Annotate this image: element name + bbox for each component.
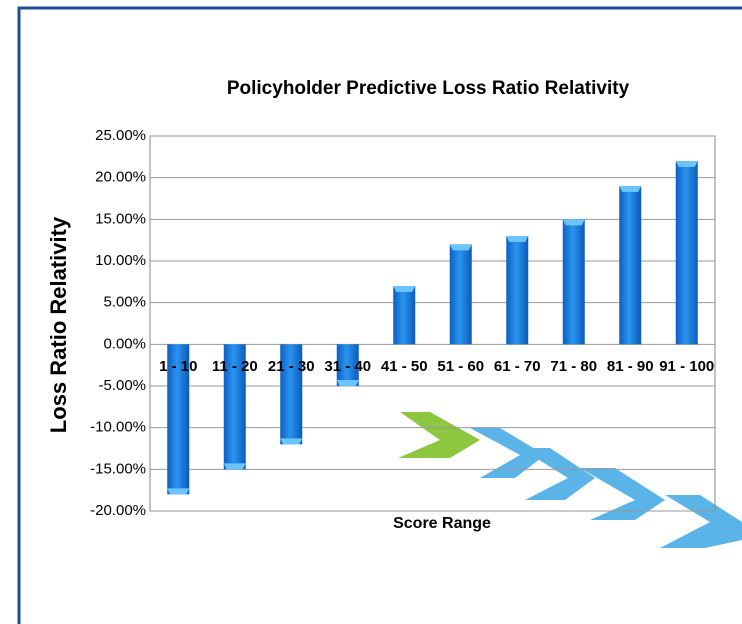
bar <box>223 344 246 470</box>
y-tick-label: -10.00% <box>90 419 146 436</box>
x-tick-label: 61 - 70 <box>493 358 541 376</box>
x-tick-wrap: 61 - 70 <box>493 358 541 376</box>
y-tick-label: -15.00% <box>90 460 146 477</box>
x-tick-label: 91 - 100 <box>659 358 715 376</box>
x-tick-wrap: 91 - 100 <box>659 358 715 376</box>
bar-cap <box>393 286 416 292</box>
x-tick-wrap: 31 - 40 <box>324 358 372 376</box>
x-tick-label: 51 - 60 <box>437 358 485 376</box>
chart-title: Policyholder Predictive Loss Ratio Relat… <box>227 78 630 99</box>
y-tick-label: -20.00% <box>90 502 146 519</box>
y-tick-label: 25.00% <box>95 127 146 144</box>
x-tick-wrap: 41 - 50 <box>380 358 428 376</box>
bar <box>336 344 359 386</box>
y-tick-label: 10.00% <box>95 252 146 269</box>
y-axis-label: Loss Ratio Relativity <box>46 216 71 433</box>
bar <box>393 286 416 345</box>
x-tick-label: 31 - 40 <box>324 358 372 376</box>
y-tick-label: -5.00% <box>98 377 146 394</box>
bar <box>449 244 472 345</box>
bar-cap <box>280 438 303 445</box>
bar-cap <box>223 463 246 470</box>
x-tick-label: 1 - 10 <box>159 358 198 376</box>
y-tick-label: 0.00% <box>103 335 146 352</box>
bar <box>675 161 698 345</box>
y-tick-label: 5.00% <box>103 294 146 311</box>
x-tick-label: 21 - 30 <box>267 358 315 376</box>
y-tick-label: 20.00% <box>95 169 146 186</box>
bar-cap <box>449 244 472 251</box>
bar <box>280 344 303 445</box>
bar-cap <box>562 219 585 226</box>
x-tick-label: 71 - 80 <box>550 358 598 376</box>
bar-cap <box>675 161 698 167</box>
bar <box>562 219 585 345</box>
x-tick-wrap: 21 - 30 <box>267 358 315 376</box>
x-tick-label: 11 - 20 <box>211 358 258 376</box>
x-tick-wrap: 1 - 10 <box>159 358 198 376</box>
bar-cap <box>506 236 529 242</box>
bar-cap <box>336 380 359 386</box>
bar <box>506 236 529 345</box>
bar-cap <box>619 186 642 192</box>
bar <box>619 186 642 345</box>
y-tick-label: 15.00% <box>95 210 146 227</box>
x-tick-wrap: 81 - 90 <box>606 358 654 376</box>
x-tick-wrap: 51 - 60 <box>437 358 485 376</box>
x-tick-label: 81 - 90 <box>606 358 654 376</box>
x-tick-wrap: 71 - 80 <box>550 358 598 376</box>
bar <box>167 344 190 495</box>
decoration <box>398 412 742 548</box>
x-tick-wrap: 11 - 20 <box>211 358 258 376</box>
x-axis-label: Score Range <box>393 515 491 532</box>
bar-cap <box>167 488 190 495</box>
x-tick-label: 41 - 50 <box>380 358 428 376</box>
